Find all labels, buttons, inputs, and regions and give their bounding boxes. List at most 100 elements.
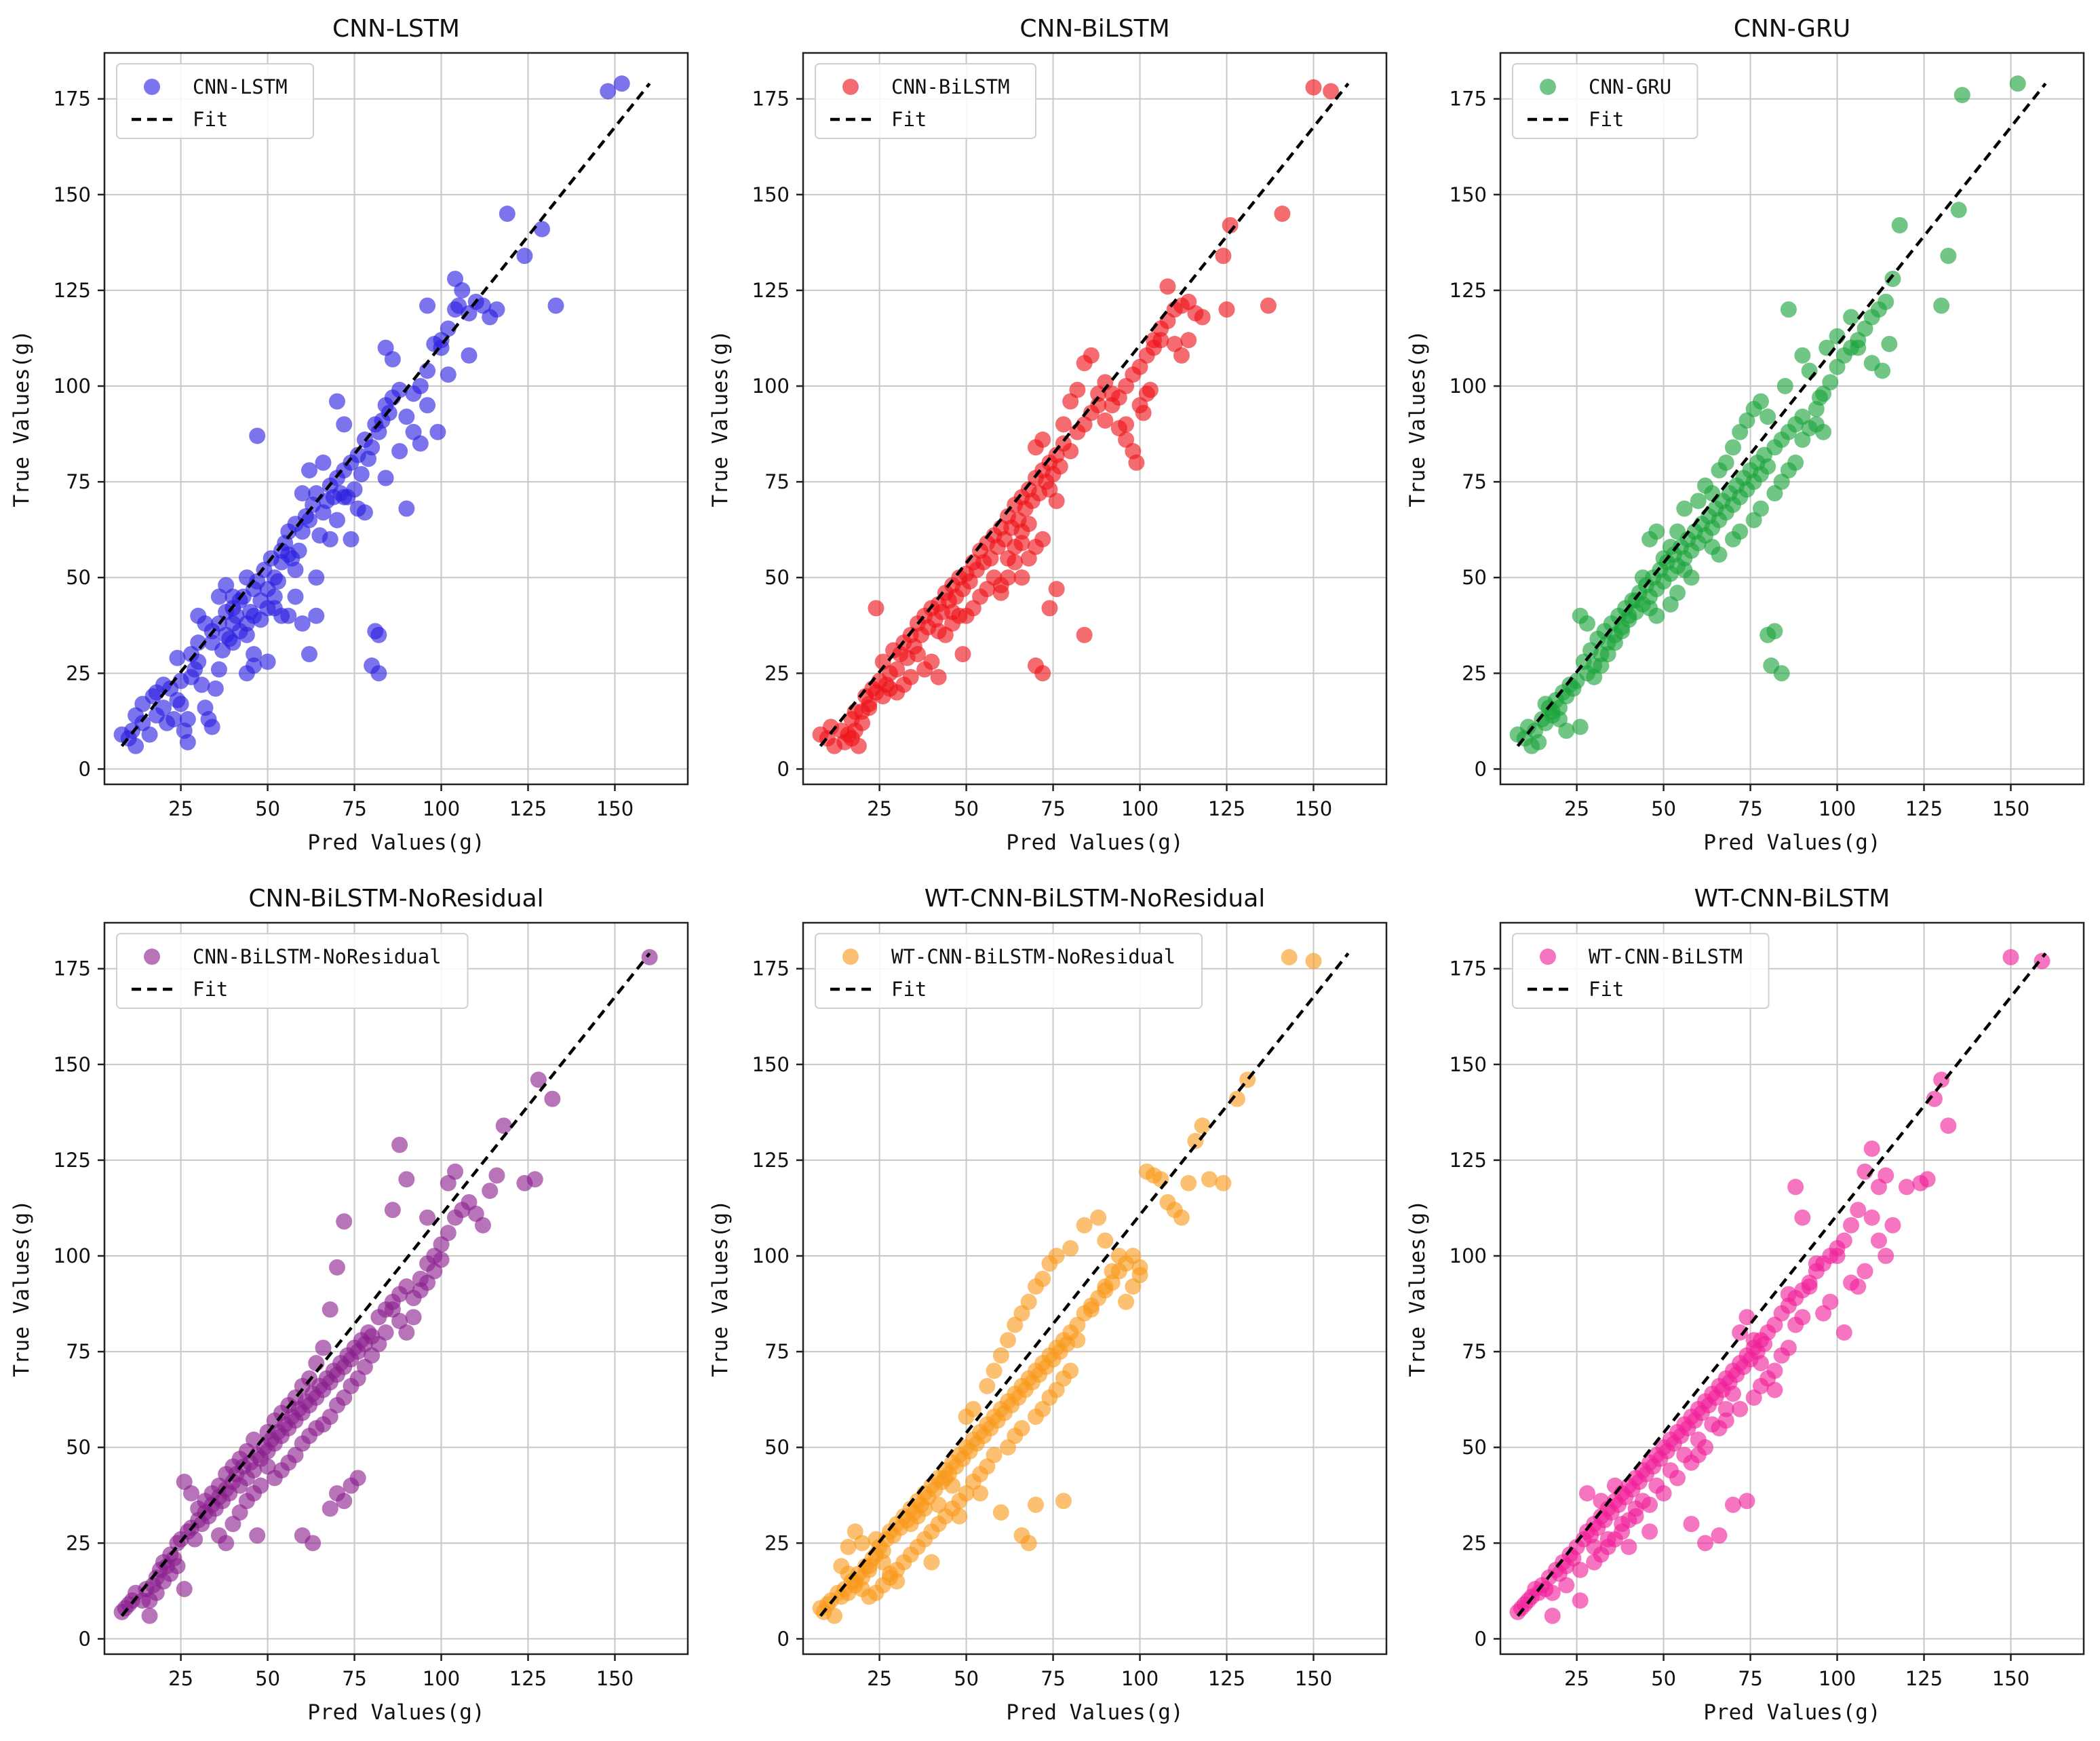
x-tick-label: 100 <box>1121 797 1159 820</box>
data-point <box>301 462 318 479</box>
y-tick-label: 175 <box>752 88 790 111</box>
data-point <box>1558 1577 1575 1594</box>
y-tick-label: 100 <box>54 1244 91 1267</box>
data-point <box>474 1217 491 1233</box>
legend-fit-label: Fit <box>891 978 927 1001</box>
y-axis-label: True Values(g) <box>708 1200 733 1377</box>
data-point <box>861 695 878 712</box>
chart-title: WT-CNN-BiLSTM-NoResidual <box>925 885 1266 913</box>
data-point <box>203 634 220 651</box>
data-point <box>1794 347 1811 364</box>
data-point <box>322 1301 338 1318</box>
x-tick-label: 125 <box>1905 1667 1943 1690</box>
data-point <box>128 707 144 724</box>
plot-frame <box>103 921 689 1656</box>
data-point <box>336 1493 353 1510</box>
x-tick-label: 150 <box>1295 1667 1332 1690</box>
plot-frame <box>802 52 1388 786</box>
data-point <box>1578 615 1595 632</box>
data-point <box>1048 493 1065 510</box>
data-point <box>1898 1179 1915 1195</box>
data-point <box>1766 623 1783 640</box>
x-tick-label: 100 <box>1819 1667 1856 1690</box>
fit-line <box>120 82 651 747</box>
data-point <box>1641 600 1658 617</box>
data-point <box>1180 332 1197 349</box>
y-axis-label: True Values(g) <box>708 330 733 507</box>
data-point <box>169 649 186 666</box>
data-point <box>141 1607 158 1624</box>
data-point <box>1724 439 1741 456</box>
legend-marker <box>144 949 160 965</box>
data-point <box>840 1538 857 1555</box>
data-point <box>1669 523 1686 540</box>
data-point <box>1884 1217 1901 1233</box>
data-point <box>1097 1232 1114 1249</box>
data-point <box>315 1339 332 1356</box>
data-point <box>1051 458 1068 475</box>
data-point <box>294 615 311 632</box>
data-point <box>259 600 276 617</box>
data-point <box>1069 1332 1086 1349</box>
data-point <box>1007 554 1024 571</box>
x-tick-label: 125 <box>509 797 547 820</box>
data-point <box>1062 1240 1079 1257</box>
data-point <box>349 1470 366 1487</box>
data-point <box>916 661 933 678</box>
data-point <box>930 623 947 640</box>
data-point <box>1829 1248 1846 1265</box>
x-tick-label: 75 <box>1738 797 1763 820</box>
y-axis-label: True Values(g) <box>9 1200 34 1377</box>
y-tick-label: 125 <box>54 1149 91 1172</box>
y-tick-label: 0 <box>1475 1627 1487 1650</box>
x-axis-label: Pred Values(g) <box>1006 830 1183 855</box>
y-tick-label: 150 <box>752 183 790 206</box>
data-point <box>979 1377 996 1394</box>
data-point <box>203 719 220 735</box>
data-point <box>1683 1516 1700 1533</box>
y-tick-label: 125 <box>752 279 790 302</box>
data-point <box>1704 539 1721 556</box>
data-point <box>343 531 359 548</box>
data-point <box>1000 1439 1017 1456</box>
data-point <box>353 465 370 482</box>
data-point <box>1572 1592 1589 1609</box>
legend <box>116 933 469 1009</box>
chart-title: WT-CNN-BiLSTM <box>1694 885 1890 913</box>
y-tick-label: 75 <box>764 1340 790 1363</box>
fit-line <box>819 952 1350 1617</box>
y-tick-label: 150 <box>54 183 91 206</box>
data-point <box>301 646 318 663</box>
y-tick-label: 25 <box>764 662 790 685</box>
data-point <box>259 653 276 670</box>
data-point <box>1572 1561 1589 1578</box>
data-point <box>246 646 262 663</box>
data-point <box>833 1558 850 1575</box>
y-tick-label: 100 <box>752 1244 790 1267</box>
plot-frame <box>1499 52 2085 786</box>
data-point <box>336 416 353 433</box>
data-point <box>1850 339 1867 356</box>
legend <box>815 933 1203 1009</box>
data-point <box>2002 949 2019 965</box>
data-point <box>315 454 332 471</box>
x-tick-label: 125 <box>1905 797 1943 820</box>
fit-line <box>1516 82 2047 747</box>
data-point <box>1135 404 1152 421</box>
y-tick-label: 100 <box>54 375 91 398</box>
data-point <box>1683 1454 1700 1471</box>
data-point <box>1218 301 1235 318</box>
data-point <box>287 561 304 578</box>
x-tick-label: 100 <box>423 1667 460 1690</box>
data-point <box>398 1171 415 1188</box>
data-point <box>1222 216 1239 233</box>
data-point <box>429 423 446 440</box>
data-point <box>210 661 227 678</box>
data-point <box>370 665 387 682</box>
data-point <box>530 1071 547 1088</box>
y-axis-label: True Values(g) <box>9 330 34 507</box>
data-point <box>1953 87 1970 104</box>
data-point <box>909 646 926 663</box>
data-point <box>992 1347 1009 1364</box>
